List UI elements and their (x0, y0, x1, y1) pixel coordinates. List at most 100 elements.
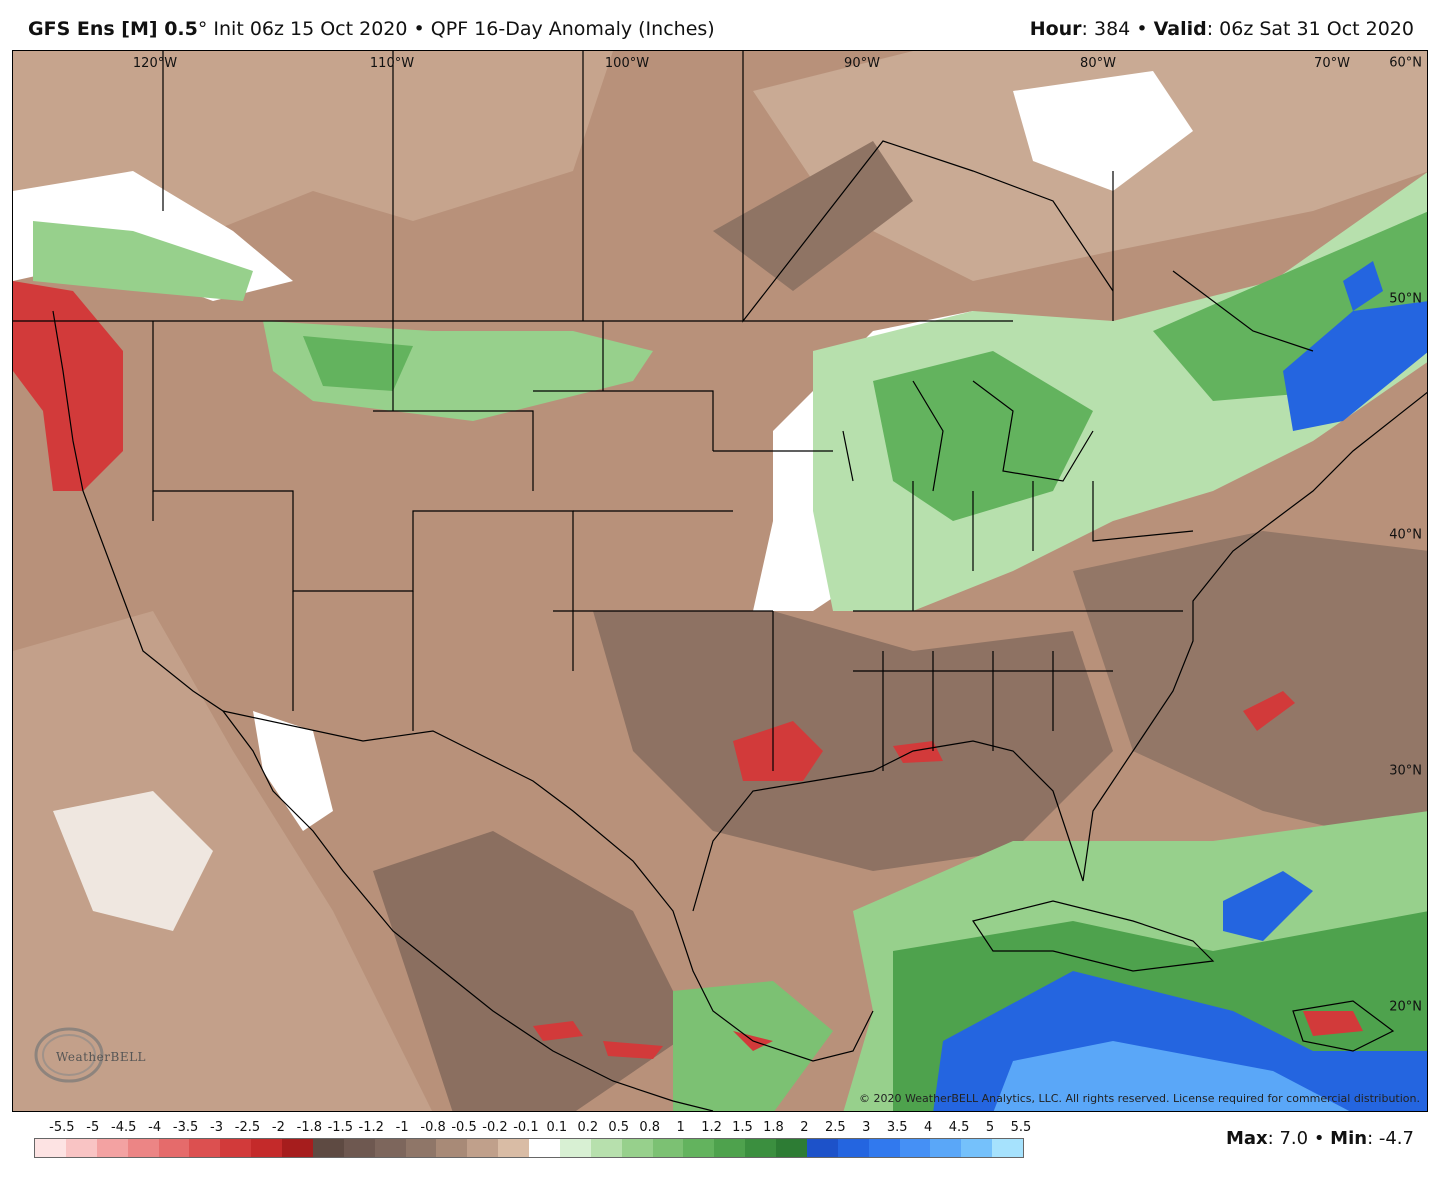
latitude-label: 50°N (1389, 291, 1422, 307)
hispaniola-outline (1292, 1000, 1395, 1052)
latitude-label: 20°N (1389, 999, 1422, 1015)
legend-swatch (312, 1139, 344, 1157)
max-min-summary: Max: 7.0 • Min: -4.7 (1226, 1128, 1414, 1149)
anomaly-area (533, 1021, 583, 1041)
longitude-label: 110°W (369, 56, 415, 71)
great-lakes (912, 380, 1094, 492)
legend-swatch (868, 1139, 900, 1157)
color-legend (34, 1138, 1024, 1158)
state-lines (152, 321, 714, 521)
state-lines (853, 610, 1183, 771)
legend-label: -3.5 (172, 1120, 199, 1135)
precip-anomaly-map (12, 50, 1428, 1112)
boundary-lines (13, 51, 1427, 1111)
legend-label: 2.5 (824, 1120, 846, 1135)
legend-swatch (714, 1139, 746, 1157)
longitude-label: 100°W (604, 56, 650, 71)
legend-label: -2.5 (234, 1120, 261, 1135)
weatherbell-logo-icon (34, 1027, 104, 1083)
legend-swatch (806, 1139, 838, 1157)
hour-label: Hour (1029, 18, 1082, 40)
anomaly-area (1343, 261, 1383, 311)
legend-label: 5.5 (1010, 1120, 1032, 1135)
legend-swatch (930, 1139, 962, 1157)
legend-label: -1 (395, 1120, 409, 1135)
legend-label: 0.5 (608, 1120, 630, 1135)
anomaly-area (13, 611, 433, 1111)
anomaly-area (1013, 71, 1193, 191)
atlantic-coastline (1082, 391, 1427, 882)
us-mexico-border (222, 710, 874, 1062)
init-time: Init 06z 15 Oct 2020 (213, 18, 408, 40)
anomaly-area (53, 791, 213, 931)
legend-label: -0.1 (513, 1120, 539, 1135)
model-name: GFS Ens [M] 0.5 (28, 18, 198, 40)
max-value: : 7.0 (1267, 1128, 1309, 1149)
legend-label: -0.2 (482, 1120, 508, 1135)
legend-label: -4.5 (111, 1120, 137, 1135)
anomaly-area (603, 1041, 663, 1059)
legend-label: 3.5 (886, 1120, 908, 1135)
degree-symbol: ° (197, 18, 208, 40)
legend-label: 2 (800, 1120, 809, 1135)
legend-swatch (96, 1139, 128, 1157)
state-lines (842, 430, 1194, 611)
legend-swatch (189, 1139, 221, 1157)
anomaly-area (593, 611, 1113, 871)
anomaly-area (303, 336, 413, 391)
legend-swatch (405, 1139, 437, 1157)
legend-label: -1.8 (296, 1120, 323, 1135)
anomaly-area (33, 221, 253, 301)
longitude-label: 90°W (844, 56, 880, 71)
anomaly-area (13, 281, 123, 491)
anomaly-area (873, 351, 1093, 521)
legend-label: -0.5 (451, 1120, 477, 1135)
legend-label: -0.8 (420, 1120, 446, 1135)
gulf-coastline (692, 740, 1084, 912)
legend-swatch (621, 1139, 653, 1157)
legend-swatch (745, 1139, 776, 1157)
cuba-outline (972, 900, 1215, 972)
product-name: QPF 16-Day Anomaly (Inches) (430, 18, 715, 40)
separator: • (1313, 1128, 1325, 1149)
legend-swatch (559, 1139, 591, 1157)
legend-swatch (35, 1139, 66, 1157)
legend-swatch (467, 1139, 499, 1157)
canada-provinces (1112, 171, 1314, 352)
legend-label: 1.5 (732, 1120, 753, 1135)
longitude-label: 80°W (1080, 56, 1116, 71)
legend-swatch (590, 1139, 622, 1157)
latitude-label: 60°N (1389, 55, 1422, 71)
legend-label: 1 (676, 1120, 685, 1135)
canada-provinces (162, 51, 1114, 323)
legend-label: 0.2 (577, 1120, 599, 1135)
legend-label: 0.8 (639, 1120, 660, 1135)
legend-label: 4.5 (948, 1120, 970, 1135)
legend-swatch (961, 1139, 993, 1157)
legend-label: 3 (862, 1120, 871, 1135)
anomaly-area (373, 831, 693, 1111)
legend-swatch (374, 1139, 406, 1157)
legend-swatch (65, 1139, 97, 1157)
legend-swatch (899, 1139, 931, 1157)
valid-time-header: Hour: 384 • Valid: 06z Sat 31 Oct 2020 (1030, 18, 1414, 40)
legend-label: 1.8 (763, 1120, 784, 1135)
legend-label: 5 (985, 1120, 995, 1135)
legend-swatch (992, 1139, 1023, 1157)
legend-labels: -5.5 -5 -4.5 -4 -3.5 -3 -2.5 -2 -1.8 -1.5 -1.2 -1 -0… (34, 1120, 1031, 1136)
anomaly-area (733, 721, 823, 781)
legend-swatch (683, 1139, 715, 1157)
latitude-label: 40°N (1389, 527, 1422, 543)
latitude-label: 30°N (1389, 763, 1422, 779)
legend-swatch (837, 1139, 869, 1157)
legend-label: -1.2 (358, 1120, 384, 1135)
legend-swatch (436, 1139, 468, 1157)
anomaly-area (713, 141, 913, 291)
anomaly-area (1303, 1011, 1363, 1036)
legend-label: -5.5 (49, 1120, 75, 1135)
legend-swatch (652, 1139, 684, 1157)
legend-label: 4 (923, 1120, 933, 1135)
longitude-label: 70°W (1314, 56, 1350, 71)
anomaly-area (253, 711, 333, 831)
pacific-coastline (52, 310, 714, 1111)
